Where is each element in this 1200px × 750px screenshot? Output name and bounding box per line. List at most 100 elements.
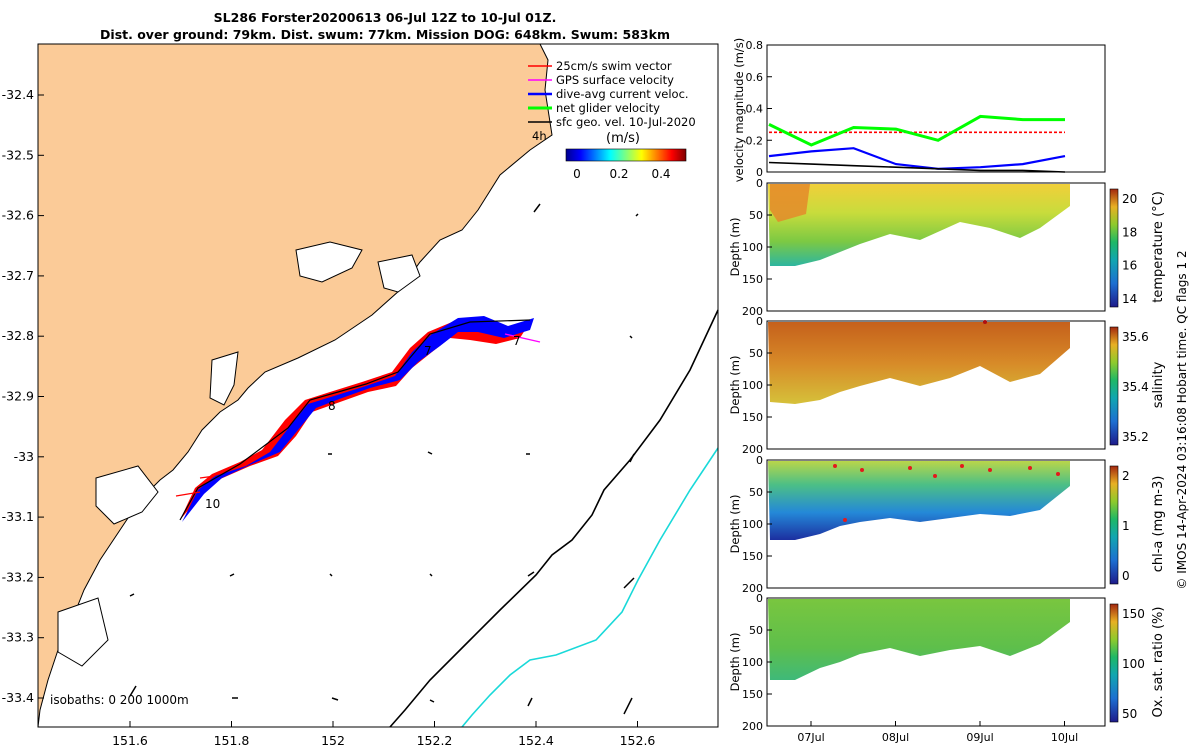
legend-swim-vector: 25cm/s swim vector	[556, 59, 672, 73]
colorbar-axis-label: salinity	[1151, 361, 1166, 408]
depth-axis-label: Depth (m)	[728, 633, 742, 692]
profile-colorbar	[1109, 326, 1119, 446]
depth-tick-label: 0	[756, 177, 763, 190]
map-y-tick-label: -33.2	[2, 569, 34, 584]
map-y-tick-label: -33.3	[2, 630, 34, 645]
time-tick-label: 10Jul	[1051, 731, 1078, 744]
map-y-tick-label: -33.1	[2, 509, 34, 524]
colorbar-tick: 0.4	[651, 167, 670, 181]
profile-chlorophyll	[766, 459, 1106, 589]
legend-net-glider-velocity: net glider velocity	[556, 101, 660, 115]
colorbar-tick-label: 16	[1122, 259, 1137, 273]
depth-tick-label: 50	[749, 209, 763, 222]
colorbar-tick-label: 35.6	[1122, 330, 1149, 344]
depth-tick-label: 100	[742, 379, 763, 392]
map-y-tick-label: -32.7	[2, 268, 34, 283]
depth-axis-label: Depth (m)	[728, 218, 742, 277]
isobath-200m	[389, 309, 719, 728]
depth-tick-label: 50	[749, 624, 763, 637]
map-y-tick-label: -32.6	[2, 208, 34, 223]
legend-4h-note: 4h	[532, 129, 547, 143]
depth-tick-label: 0	[756, 454, 763, 467]
colorbar-tick-label: 50	[1122, 707, 1137, 721]
velocity-series-sfc-geo-vel-	[768, 161, 1066, 173]
depth-tick-label: 150	[742, 273, 763, 286]
depth-axis-label: Depth (m)	[728, 495, 742, 554]
depth-axis-label: Depth (m)	[728, 356, 742, 415]
map-x-tick-label: 152.2	[417, 733, 453, 748]
depth-tick-label: 150	[742, 688, 763, 701]
day-label-7: 7	[424, 344, 432, 358]
depth-tick-label: 100	[742, 518, 763, 531]
map-x-tick-label: 152.6	[620, 733, 656, 748]
sfc-geo-velocity-arrows	[129, 203, 639, 715]
profile-salinity	[766, 320, 1106, 450]
depth-tick-label: 150	[742, 550, 763, 563]
colorbar-tick-label: 0	[1122, 569, 1130, 583]
day-label-8: 8	[328, 399, 336, 413]
velocity-y-tick-label: 0.8	[746, 39, 764, 52]
colorbar-axis-label: chl-a (mg m-3)	[1151, 476, 1166, 573]
map-x-tick-label: 152.4	[518, 733, 554, 748]
velocity-y-tick-label: 0.4	[746, 103, 764, 116]
lake-4	[95, 465, 159, 525]
lake-2	[377, 254, 421, 293]
map-y-tick-label: -33.4	[2, 690, 34, 705]
depth-tick-label: 150	[742, 411, 763, 424]
legend-sfc-geo-velocity: sfc geo. vel. 10-Jul-2020	[556, 115, 696, 129]
colorbar-tick-label: 35.4	[1122, 380, 1149, 394]
day-label-10: 10	[205, 497, 220, 511]
map-y-axis: -32.4 -32.5 -32.6 -32.7 -32.8 -32.9 -33 -33.1 -3…	[2, 87, 44, 705]
colorbar-tick-label: 2	[1122, 469, 1130, 483]
colorbar-axis-label: Ox. sat. ratio (%)	[1151, 607, 1166, 718]
day-label-7b: 7	[513, 334, 521, 348]
map-x-tick-label: 151.6	[112, 733, 148, 748]
depth-tick-label: 100	[742, 656, 763, 669]
colorbar-tick-label: 150	[1122, 607, 1145, 621]
speed-colorbar	[565, 148, 687, 162]
credit-text: © IMOS 14-Apr-2024 03:16:08 Hobart time.…	[1175, 250, 1189, 589]
gps-surface-velocity-vector	[504, 333, 541, 343]
colorbar-label: (m/s)	[606, 131, 640, 146]
track-blue-swath	[182, 316, 534, 522]
profile-oxygen	[766, 597, 1106, 727]
depth-tick-label: 200	[742, 720, 763, 733]
chart-title-line2: Dist. over ground: 79km. Dist. swum: 77k…	[100, 27, 670, 42]
time-tick-label: 09Jul	[966, 731, 993, 744]
depth-tick-label: 100	[742, 241, 763, 254]
time-tick-label: 08Jul	[882, 731, 909, 744]
profile-colorbar	[1109, 188, 1119, 308]
swim-vector-arrow	[199, 475, 216, 479]
map-x-tick-label: 151.8	[214, 733, 250, 748]
map-y-tick-label: -32.4	[2, 87, 34, 102]
map-y-tick-label: -32.8	[2, 328, 34, 343]
velocity-y-tick-label: 0	[756, 166, 763, 179]
profile-temperature	[766, 182, 1106, 312]
colorbar-axis-label: temperature (°C)	[1151, 191, 1166, 303]
profile-colorbar	[1109, 465, 1119, 585]
depth-tick-label: 50	[749, 347, 763, 360]
time-tick-label: 07Jul	[797, 731, 824, 744]
depth-tick-label: 200	[742, 443, 763, 456]
depth-tick-label: 50	[749, 486, 763, 499]
chart-title-line1: SL286 Forster20200613 06-Jul 12Z to 10-J…	[213, 10, 557, 25]
depth-tick-label: 0	[756, 592, 763, 605]
lake-3	[209, 351, 239, 406]
depth-tick-label: 200	[742, 305, 763, 318]
velocity-y-tick-label: 0.2	[746, 134, 764, 147]
swim-vector-arrow	[175, 491, 201, 497]
track-red-swath	[180, 322, 530, 520]
time-axis: 07Jul 08Jul 09Jul 10Jul	[797, 721, 1078, 744]
map-y-tick-label: -32.5	[2, 147, 34, 162]
lake-5	[57, 597, 109, 667]
depth-tick-label: 200	[742, 582, 763, 595]
isobath-1000m	[461, 447, 719, 728]
profile-colorbar	[1109, 603, 1119, 723]
track-black-line	[179, 319, 531, 521]
colorbar-tick-label: 35.2	[1122, 430, 1149, 444]
colorbar-tick: 0.2	[609, 167, 628, 181]
velocity-series-dive-avg-current-veloc-	[768, 147, 1066, 170]
map-x-axis: 151.6 151.8 152 152.2 152.4 152.6	[112, 721, 655, 748]
colorbar-tick-label: 18	[1122, 225, 1137, 239]
velocity-panel: 0 0.2 0.4 0.6 0.8 velocity magnitude (m/s)	[732, 38, 1106, 182]
